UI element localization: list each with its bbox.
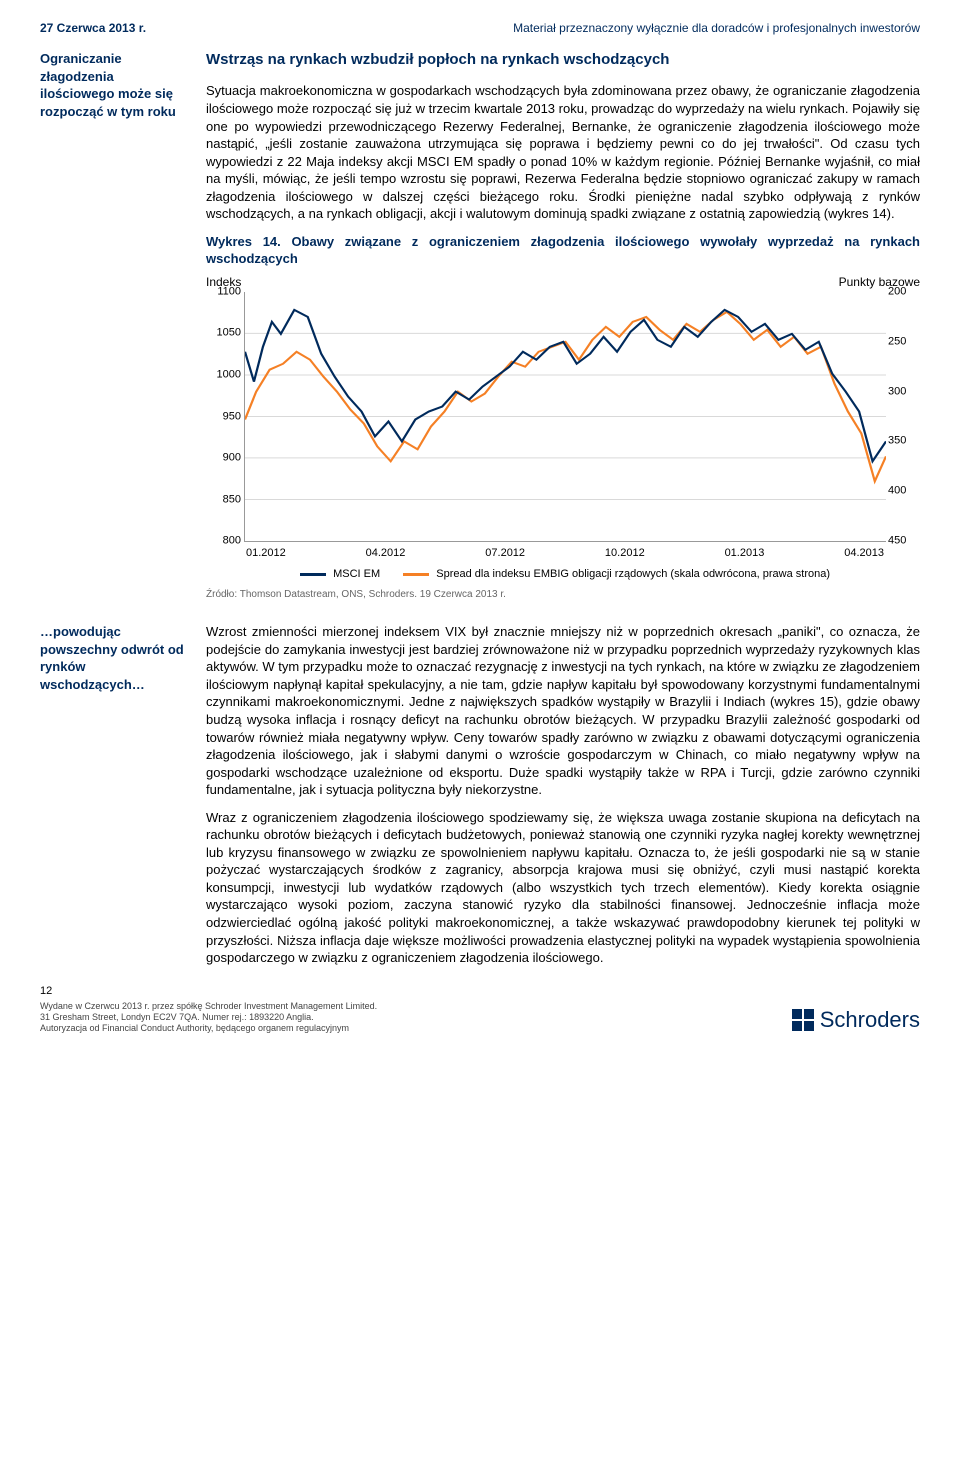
logo-icon bbox=[792, 1009, 814, 1031]
ytick-left: 850 bbox=[209, 492, 241, 507]
chart-svg bbox=[245, 292, 886, 541]
xtick: 01.2012 bbox=[246, 546, 286, 561]
xtick: 04.2012 bbox=[366, 546, 406, 561]
chart-plot-area: 1100 1050 1000 950 900 850 800 200 250 3… bbox=[244, 292, 886, 542]
xtick: 07.2012 bbox=[485, 546, 525, 561]
chart-title: Wykres 14. Obawy związane z ograniczenie… bbox=[206, 233, 920, 268]
page-footer: 12 Wydane w Czerwcu 2013 r. przez spółkę… bbox=[40, 985, 920, 1035]
ytick-left: 950 bbox=[209, 409, 241, 424]
ytick-right: 400 bbox=[888, 484, 918, 499]
legend-label-msci: MSCI EM bbox=[333, 568, 380, 580]
ytick-left: 900 bbox=[209, 451, 241, 466]
footer-line-1: Wydane w Czerwcu 2013 r. przez spółkę Sc… bbox=[40, 1001, 377, 1012]
legend-swatch-embig bbox=[403, 573, 429, 576]
page-number: 12 bbox=[40, 985, 377, 999]
ytick-right: 450 bbox=[888, 534, 918, 549]
ytick-left: 800 bbox=[209, 534, 241, 549]
footer-line-2: 31 Gresham Street, Londyn EC2V 7QA. Nume… bbox=[40, 1012, 377, 1023]
ytick-left: 1050 bbox=[209, 326, 241, 341]
ytick-left: 1000 bbox=[209, 368, 241, 383]
ytick-right: 300 bbox=[888, 384, 918, 399]
chart-legend: MSCI EM Spread dla indeksu EMBIG obligac… bbox=[244, 567, 886, 582]
logo-text: Schroders bbox=[820, 1005, 920, 1035]
series-msci bbox=[245, 310, 886, 461]
paragraph-2: Wzrost zmienności mierzonej indeksem VIX… bbox=[206, 623, 920, 798]
ytick-right: 350 bbox=[888, 434, 918, 449]
xtick: 04.2013 bbox=[844, 546, 884, 561]
paragraph-1: Sytuacja makroekonomiczna w gospodarkach… bbox=[206, 82, 920, 222]
ytick-right: 200 bbox=[888, 285, 918, 300]
side-note-2: …powodując powszechny odwrót od rynków w… bbox=[40, 623, 190, 976]
header-date: 27 Czerwca 2013 r. bbox=[40, 20, 146, 36]
legend-label-embig: Spread dla indeksu EMBIG obligacji rządo… bbox=[436, 568, 830, 580]
xtick: 10.2012 bbox=[605, 546, 645, 561]
series-embig bbox=[245, 312, 886, 481]
chart-14: Indeks Punkty bazowe 1100 1050 1000 950 … bbox=[206, 274, 920, 582]
chart-source: Źródło: Thomson Datastream, ONS, Schrode… bbox=[206, 588, 920, 602]
schroders-logo: Schroders bbox=[792, 1005, 920, 1035]
legend-swatch-msci bbox=[300, 573, 326, 576]
section-title: Wstrząs na rynkach wzbudził popłoch na r… bbox=[206, 50, 920, 70]
header-disclaimer: Materiał przeznaczony wyłącznie dla dora… bbox=[513, 20, 920, 36]
side-note-1: Ograniczanie złagodzenia ilościowego moż… bbox=[40, 50, 190, 613]
gridlines bbox=[245, 334, 886, 500]
xtick: 01.2013 bbox=[725, 546, 765, 561]
ytick-right: 250 bbox=[888, 334, 918, 349]
footer-line-3: Autoryzacja od Financial Conduct Authori… bbox=[40, 1023, 377, 1034]
paragraph-3: Wraz z ograniczeniem złagodzenia ilościo… bbox=[206, 809, 920, 967]
ytick-left: 1100 bbox=[209, 285, 241, 300]
